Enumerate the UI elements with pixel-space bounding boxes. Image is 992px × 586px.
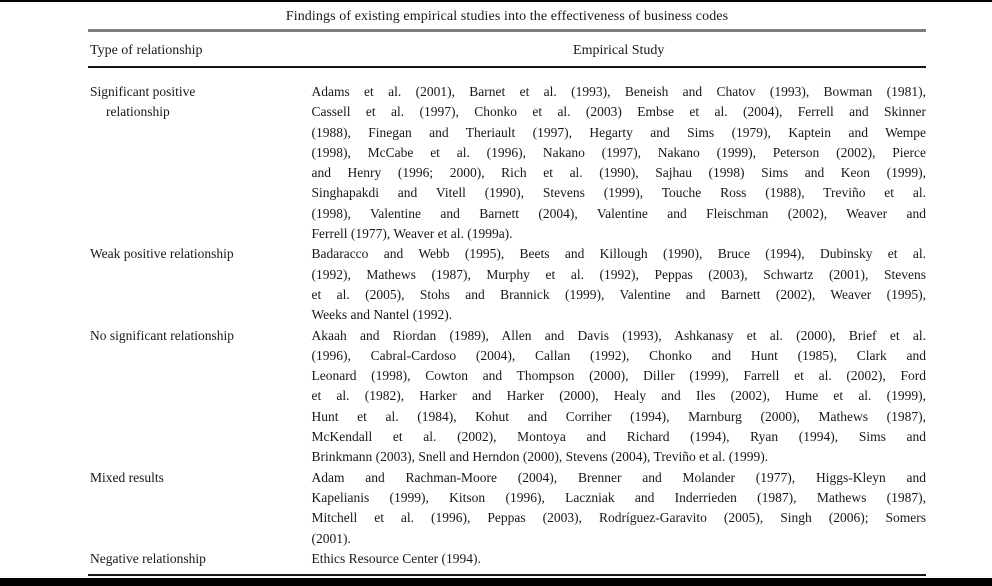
citation-line: Weeks and Nantel (1992). — [311, 307, 453, 323]
relationship-type-cell: Weak positive relationship — [88, 244, 311, 325]
relationship-type-label: Mixed results — [90, 469, 164, 485]
citation-line: Brinkmann (2003), Snell and Herndon (200… — [311, 449, 769, 465]
relationship-type-label: Significant positive — [90, 84, 196, 99]
citation-line: (1998), McCabe et al. (1996), Nakano (19… — [311, 144, 926, 160]
citation-line: Badaracco and Webb (1995), Beets and Kil… — [311, 246, 926, 262]
relationship-type-cell: Negative relationship — [88, 549, 311, 569]
table-row: Significant positive relationship Adams e… — [88, 82, 926, 244]
empirical-study-cell: Akaah and Riordan (1989), Allen and Davi… — [311, 326, 926, 468]
table-row: Negative relationship Ethics Resource Ce… — [88, 549, 926, 569]
relationship-type-label: relationship — [106, 104, 170, 120]
citation-line: Cassell et al. (1997), Chonko et al. (20… — [311, 104, 926, 120]
citation-line: and Henry (1996; 2000), Rich et al. (199… — [311, 165, 926, 181]
table-rows: Significant positive relationship Adams e… — [88, 68, 926, 574]
title-divider — [88, 29, 926, 32]
citation-line: (1998), Valentine and Barnett (2004), Va… — [311, 205, 926, 221]
citation-line: et al. (1982), Harker and Harker (2000),… — [311, 388, 926, 404]
empirical-study-cell: Adam and Rachman-Moore (2004), Brenner a… — [311, 468, 926, 549]
page-bottom-border — [0, 578, 992, 586]
citation-line: Akaah and Riordan (1989), Allen and Davi… — [311, 327, 926, 343]
table-row: No significant relationship Akaah and Ri… — [88, 326, 926, 468]
citation-line: McKendall et al. (2002), Montoya and Ric… — [311, 429, 926, 445]
citation-line: Ferrell (1977), Weaver et al. (1999a). — [311, 226, 513, 242]
table-row: Weak positive relationship Badaracco and… — [88, 244, 926, 325]
citation-line: (2001). — [311, 530, 351, 546]
citation-line: Adams et al. (2001), Barnet et al. (1993… — [311, 84, 926, 99]
column-header-type-of-relationship: Type of relationship — [90, 43, 203, 58]
empirical-study-cell: Badaracco and Webb (1995), Beets and Kil… — [311, 244, 926, 325]
findings-table: Findings of existing empirical studies i… — [88, 2, 926, 577]
citation-line: Adam and Rachman-Moore (2004), Brenner a… — [311, 469, 926, 485]
citation-line: (1996), Cabral-Cardoso (2004), Callan (1… — [311, 347, 926, 363]
citation-line: Kapelianis (1999), Kitson (1996), Laczni… — [311, 489, 926, 505]
table-row: Mixed results Adam and Rachman-Moore (20… — [88, 468, 926, 549]
citation-line: (1992), Mathews (1987), Murphy et al. (1… — [311, 266, 926, 282]
citation-line: (1988), Finegan and Theriault (1997), He… — [311, 124, 926, 140]
citation-line: et al. (2005), Stohs and Brannick (1999)… — [311, 286, 926, 302]
empirical-study-cell: Adams et al. (2001), Barnet et al. (1993… — [311, 82, 926, 244]
page-top-border — [0, 0, 992, 2]
table-bottom-rule — [88, 574, 926, 577]
table-header-row: Type of relationship Empirical Study — [88, 32, 926, 66]
relationship-type-cell: Mixed results — [88, 468, 311, 549]
column-header-empirical-study: Empirical Study — [573, 43, 665, 58]
relationship-type-label: Weak positive relationship — [90, 246, 234, 262]
relationship-type-label: No significant relationship — [90, 327, 234, 343]
empirical-study-cell: Ethics Resource Center (1994). — [311, 549, 926, 569]
citation-line: Ethics Resource Center (1994). — [311, 550, 481, 566]
header-divider — [88, 66, 926, 68]
citation-line: Mitchell et al. (1996), Peppas (2003), R… — [311, 510, 926, 526]
table-title: Findings of existing empirical studies i… — [285, 9, 729, 24]
relationship-type-cell: Significant positive relationship — [88, 82, 311, 244]
relationship-type-label: Negative relationship — [90, 550, 206, 566]
citation-line: Hunt et al. (1984), Kohut and Corriher (… — [311, 408, 926, 424]
citation-line: Leonard (1998), Cowton and Thompson (200… — [311, 368, 926, 384]
citation-line: Singhapakdi and Vitell (1990), Stevens (… — [311, 185, 926, 201]
relationship-type-cell: No significant relationship — [88, 326, 311, 468]
